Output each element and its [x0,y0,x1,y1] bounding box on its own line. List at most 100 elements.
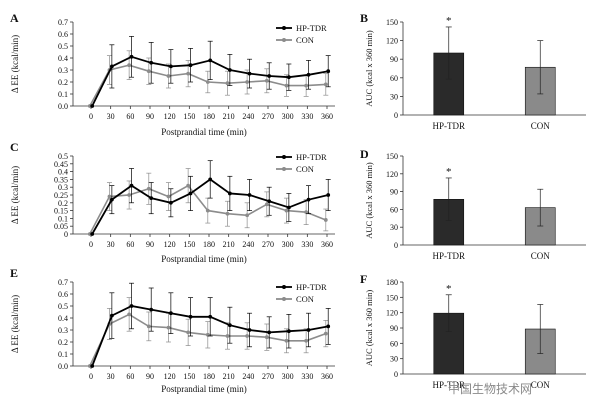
data-point [323,331,328,336]
y-tick-label: 0.4 [58,168,68,177]
x-tick-label: 300 [282,112,294,121]
significance-marker: * [446,166,452,178]
y-axis-label: AUC (kcal x 360 min) [364,290,374,367]
data-point [247,328,252,332]
y-tick-label: 0.0 [58,362,68,371]
x-tick-label: 270 [262,372,274,381]
y-tick-label: 180 [386,278,398,287]
data-point [208,314,213,319]
data-point [127,193,132,197]
data-point [286,329,291,334]
y-tick-label: 0.7 [58,278,68,287]
data-point [186,71,191,76]
x-tick-label: 150 [183,240,195,249]
x-tick-label: 330 [301,112,313,121]
data-point [107,194,112,199]
category-label: HP-TDR [432,251,465,261]
y-axis-label: Δ EE (kcal/min) [10,35,20,93]
data-point [284,208,289,213]
data-point [267,74,272,78]
x-tick-label: 180 [203,112,215,121]
data-point [286,205,291,210]
x-tick-label: 30 [107,112,115,121]
y-tick-label: 0 [64,230,68,239]
y-tick-label: 0.6 [58,290,68,299]
legend-label: CON [296,164,314,174]
y-tick-label: 0.2 [58,199,68,208]
data-point [245,334,250,338]
x-tick-label: 210 [223,112,235,121]
y-tick-label: 60 [390,205,398,214]
x-tick-label: 360 [321,372,333,381]
data-point [188,63,193,68]
x-tick-label: 90 [146,240,154,249]
x-tick-label: 0 [89,372,93,381]
y-axis-label: Δ EE (kcal/min) [10,295,20,353]
y-tick-label: 0.5 [58,152,68,161]
y-tick-label: 0.3 [58,326,68,335]
y-tick-label: 0.05 [54,222,68,231]
y-tick-label: 0.1 [58,214,68,223]
category-label: CON [531,251,551,261]
legend-label: HP-TDR [296,282,327,292]
data-point [127,312,132,317]
data-point [227,191,232,196]
legend-label: CON [296,35,314,45]
x-tick-label: 150 [183,372,195,381]
data-point [149,307,154,312]
x-tick-label: 180 [203,240,215,249]
x-tick-label: 210 [223,372,235,381]
y-tick-label: 0.45 [54,160,68,169]
x-tick-label: 330 [301,240,313,249]
y-tick-label: 0.15 [54,207,68,216]
data-point [225,211,230,216]
y-tick-label: 0.4 [58,314,68,323]
data-point [186,330,191,335]
bar-hp-tdr [433,312,465,375]
category-label: CON [531,121,551,131]
data-point [326,324,331,329]
data-point [129,54,134,59]
y-tick-label: 0.1 [58,350,68,359]
panel-label: E [10,266,18,280]
y-tick-label: 0 [394,370,398,379]
data-point [326,69,331,74]
data-point [306,328,311,332]
data-point [149,196,154,201]
panel-label: A [10,11,19,25]
data-point [227,323,232,328]
x-tick-label: 120 [164,112,176,121]
x-tick-label: 240 [242,112,254,121]
data-point [109,313,114,318]
x-tick-label: 30 [107,240,115,249]
data-point [304,338,309,343]
y-tick-label: 60 [390,74,398,83]
legend-label: CON [296,294,314,304]
legend-marker [282,285,286,289]
data-point [127,63,132,68]
data-point [306,197,311,202]
data-point [188,191,193,196]
y-tick-label: 30 [390,355,398,364]
y-axis-label: AUC (kcal x 360 min) [364,30,374,107]
y-tick-label: 120 [386,170,398,179]
data-point [267,330,272,335]
x-tick-label: 60 [126,112,134,121]
data-point [284,338,289,343]
data-point [225,334,230,338]
category-label: HP-TDR [432,121,465,131]
significance-marker: * [446,15,452,27]
legend-marker [282,297,286,301]
y-tick-label: 150 [386,293,398,302]
legend-label: HP-TDR [296,152,327,162]
legend-marker [282,155,286,159]
data-point [146,324,151,329]
x-tick-label: 60 [126,240,134,249]
y-tick-label: 120 [386,309,398,318]
data-point [166,194,171,199]
panel-label: C [10,140,19,154]
x-tick-label: 360 [321,112,333,121]
x-axis-label: Postprandial time (min) [161,384,247,394]
x-tick-label: 240 [242,240,254,249]
x-tick-label: 120 [164,372,176,381]
